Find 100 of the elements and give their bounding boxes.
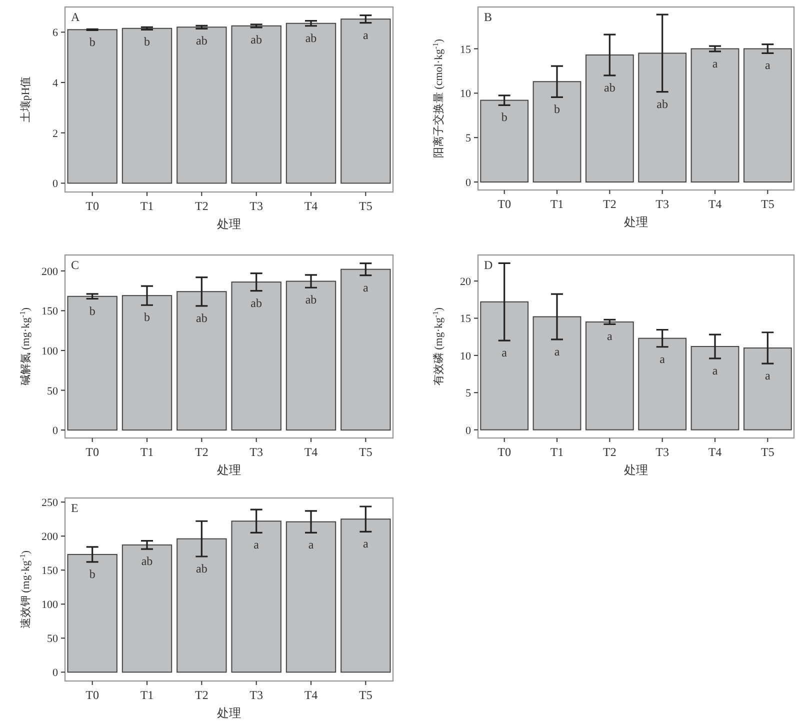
- annotation: ab: [604, 80, 616, 94]
- x-tick-label: T3: [656, 445, 670, 459]
- x-tick-label: T2: [194, 445, 208, 459]
- bar: [67, 29, 118, 184]
- y-tick-label: 10: [460, 350, 472, 362]
- y-tick-label: 2: [52, 128, 58, 140]
- x-tick-label: T5: [358, 199, 372, 213]
- bar: [480, 100, 529, 183]
- x-tick-label: T3: [656, 197, 670, 211]
- bar: [585, 321, 634, 430]
- y-tick-label: 0: [466, 177, 472, 190]
- y-tick-label: 5: [466, 388, 472, 400]
- bar: [231, 25, 282, 184]
- bar: [67, 554, 118, 673]
- annotation: ab: [656, 96, 668, 111]
- y-tick-label: 100: [42, 345, 58, 358]
- chart-title: D: [484, 258, 493, 272]
- y-tick-label: 200: [42, 531, 58, 544]
- x-tick-label: T5: [760, 445, 774, 459]
- y-tick-label: 250: [42, 497, 58, 510]
- bar: [340, 268, 391, 431]
- y-tick-label: 20: [460, 276, 472, 288]
- y-tick-label: 0: [52, 667, 58, 680]
- chart-title: E: [71, 501, 78, 515]
- x-tick-label: T0: [498, 197, 512, 211]
- x-tick-label: T0: [86, 199, 100, 213]
- x-tick-label: T3: [250, 199, 264, 213]
- annotation: a: [554, 344, 560, 358]
- annotation: a: [363, 280, 370, 294]
- x-tick-label: T4: [708, 445, 722, 459]
- x-tick-label: T5: [358, 445, 372, 459]
- bar: [286, 521, 336, 673]
- x-tick-label: T1: [140, 445, 154, 459]
- bar: [122, 28, 172, 184]
- annotation: a: [308, 538, 314, 552]
- annotation: b: [501, 110, 508, 124]
- annotation: b: [89, 35, 96, 50]
- y-tick-label: 50: [47, 633, 58, 646]
- annotation: ab: [250, 32, 262, 46]
- x-tick-label: T1: [140, 199, 154, 213]
- x-tick-label: T0: [86, 688, 100, 702]
- annotation: b: [89, 566, 96, 581]
- bar: [231, 520, 282, 673]
- bar: [532, 316, 582, 430]
- x-tick-label: T3: [250, 445, 264, 459]
- y-tick-label: 15: [460, 313, 472, 326]
- y-tick-label: 150: [42, 565, 58, 578]
- bar: [122, 544, 172, 673]
- y-axis-title: 土壤pH值: [19, 76, 32, 123]
- annotation: b: [89, 304, 96, 318]
- bar: [286, 280, 336, 431]
- x-tick-label: T5: [358, 688, 372, 702]
- annotation: a: [502, 346, 508, 360]
- annotation: ab: [196, 310, 208, 325]
- x-axis-title: 处理: [624, 215, 648, 229]
- annotation: a: [765, 58, 772, 72]
- bar: [480, 301, 529, 430]
- y-tick-label: 0: [466, 424, 472, 437]
- y-tick-label: 0: [52, 425, 58, 438]
- annotation: ab: [141, 554, 153, 568]
- y-tick-label: 200: [42, 266, 58, 278]
- bar: [638, 338, 687, 430]
- bar: [340, 18, 391, 184]
- chart-title: A: [71, 10, 80, 24]
- x-tick-label: T0: [498, 445, 512, 459]
- bar: [690, 346, 740, 430]
- bar: [176, 26, 227, 184]
- annotation: a: [660, 352, 666, 366]
- x-tick-label: T2: [602, 445, 616, 459]
- annotation: b: [144, 310, 150, 324]
- annotation: a: [607, 329, 614, 344]
- annotation: b: [144, 34, 150, 49]
- x-tick-label: T5: [760, 197, 774, 211]
- x-tick-label: T1: [550, 197, 564, 211]
- x-tick-label: T2: [194, 688, 208, 702]
- bar: [638, 52, 687, 183]
- x-tick-label: T1: [550, 445, 564, 459]
- y-tick-label: 4: [52, 78, 58, 90]
- x-tick-label: T1: [140, 688, 154, 702]
- bar: [286, 22, 336, 184]
- x-tick-label: T4: [708, 197, 722, 211]
- annotation: b: [554, 102, 560, 116]
- annotation: a: [363, 536, 370, 551]
- bar: [67, 296, 118, 431]
- x-tick-label: T3: [250, 688, 264, 702]
- annotation: ab: [305, 30, 317, 45]
- bar: [690, 48, 740, 183]
- annotation: ab: [196, 562, 208, 576]
- chart-title: C: [71, 258, 80, 272]
- x-axis-title: 处理: [624, 463, 648, 477]
- annotation: a: [363, 28, 370, 42]
- bar: [585, 54, 634, 183]
- y-tick-label: 5: [466, 132, 472, 145]
- y-tick-label: 10: [460, 88, 472, 100]
- x-tick-label: T0: [86, 445, 100, 459]
- x-axis-title: 处理: [217, 463, 241, 477]
- y-tick-label: 150: [42, 306, 58, 318]
- bar: [340, 518, 391, 673]
- annotation: a: [712, 363, 718, 378]
- bar: [532, 81, 582, 183]
